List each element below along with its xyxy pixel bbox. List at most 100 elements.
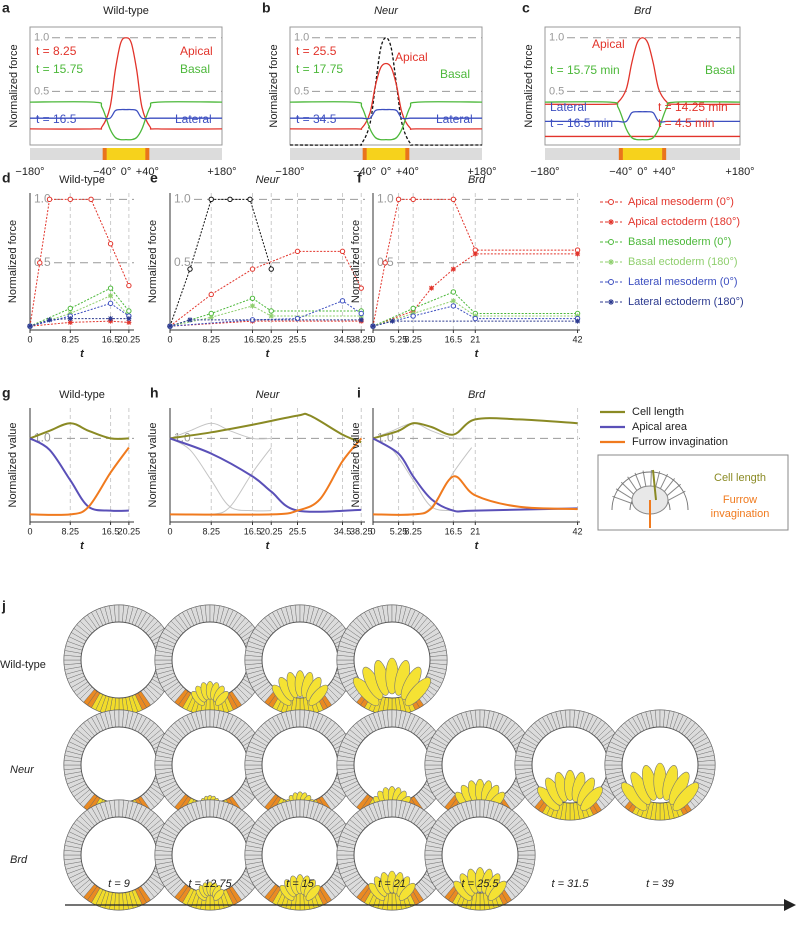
panel-title: Wild-type (59, 174, 105, 186)
force-curve (29, 318, 129, 327)
inset-cell (665, 490, 686, 502)
x-tick-label: −40° (353, 166, 376, 178)
invagination-cell (672, 782, 700, 812)
y-tick-label: 1.0 (377, 192, 394, 206)
marker (339, 248, 346, 255)
x-axis-label: t (80, 348, 85, 360)
legend-label: Apical area (632, 421, 688, 433)
x-tick-label: 20.25 (260, 334, 283, 344)
annotation: t = 25.5 (296, 44, 337, 58)
time-label: t = 31.5 (551, 878, 589, 890)
force-curve (289, 108, 482, 120)
y-axis-label: Normalized value (147, 423, 159, 508)
legend-label: Furrow invagination (632, 436, 728, 448)
force-curve (169, 297, 362, 327)
marker (67, 305, 73, 312)
panel-title: Brd (634, 5, 652, 17)
force-curve (289, 37, 483, 146)
x-tick-label: 0 (370, 334, 375, 344)
x-tick-label: −180° (530, 166, 559, 178)
marker (450, 266, 456, 272)
annotation: Basal (440, 67, 470, 81)
x-tick-label: 25.5 (289, 526, 307, 536)
plot-frame (289, 26, 483, 146)
x-tick-label: 8.25 (62, 334, 80, 344)
marker (450, 289, 457, 295)
x-tick-label: 20.25 (260, 526, 283, 536)
marker (410, 305, 416, 312)
measure-curve (169, 437, 362, 513)
force-curve (372, 320, 578, 327)
marker (472, 251, 478, 257)
measure-curve (29, 446, 130, 516)
force-curve (169, 198, 272, 327)
marker (358, 310, 364, 317)
x-axis-label: t (80, 540, 85, 552)
marker (108, 318, 114, 324)
force-curve (544, 111, 740, 123)
marker (410, 196, 416, 203)
invagination-cell (580, 786, 603, 811)
panel-letter: a (2, 0, 10, 16)
marker (250, 303, 255, 309)
embryo-lumen (80, 621, 158, 699)
force-curve (544, 37, 741, 106)
annotation: t = 14.25 min (658, 100, 728, 114)
marker (294, 248, 301, 255)
y-tick-label: 0.5 (34, 255, 51, 269)
embryo (604, 709, 716, 821)
reference-curve (372, 437, 472, 512)
panel-title: Wild-type (103, 5, 149, 17)
legend-marker (608, 279, 614, 285)
x-tick-label: 8.25 (202, 334, 220, 344)
x-tick-label: −180° (15, 166, 44, 178)
x-tick-label: 42 (573, 334, 583, 344)
x-tick-label: 16.5 (102, 334, 120, 344)
annotation: Lateral (550, 100, 587, 114)
invagination-cell (308, 684, 329, 706)
panel-letter: b (262, 0, 271, 16)
annotation: t = 17.75 (296, 62, 343, 76)
y-axis-label: Normalized force (8, 44, 20, 127)
marker (126, 316, 132, 322)
marker (107, 285, 114, 291)
plot-frame (29, 26, 223, 146)
annotation: Apical (395, 50, 428, 64)
y-axis-label: Normalized force (268, 44, 280, 127)
panel-letter: e (150, 170, 158, 186)
panel-title: Neur (256, 389, 281, 401)
marker (450, 298, 456, 304)
panel-letter: c (522, 0, 530, 16)
annotation: t = 8.25 (36, 44, 77, 58)
time-label: t = 25.5 (461, 878, 499, 890)
marker (450, 196, 457, 203)
panel-title: Brd (468, 174, 486, 186)
x-tick-label: 38.25 (350, 334, 373, 344)
x-tick-label: 8.25 (404, 334, 422, 344)
marker (208, 291, 214, 298)
x-tick-label: −40° (93, 166, 116, 178)
force-curve (169, 250, 362, 327)
x-tick-label: 42 (573, 526, 583, 536)
region-edge (362, 148, 367, 160)
row-label: Brd (10, 854, 28, 866)
marker (27, 323, 33, 329)
x-tick-label: 20.25 (118, 334, 141, 344)
inset-frame (597, 454, 789, 531)
marker (382, 260, 388, 266)
marker (47, 317, 53, 323)
inset-label: Furrow (723, 494, 757, 506)
annotation: t = 34.5 (296, 112, 337, 126)
marker (410, 313, 416, 319)
y-tick-label: 1.0 (174, 192, 191, 206)
invagination-cell (215, 691, 229, 706)
region-edge (662, 148, 667, 160)
reference-curve (169, 422, 272, 440)
y-axis-label: Normalized force (147, 220, 159, 303)
embryo-cell (429, 654, 448, 661)
invagination-cell (305, 884, 321, 901)
marker (395, 196, 402, 203)
inset-cell (612, 495, 634, 505)
embryo (154, 799, 266, 911)
reference-curve (372, 422, 472, 440)
